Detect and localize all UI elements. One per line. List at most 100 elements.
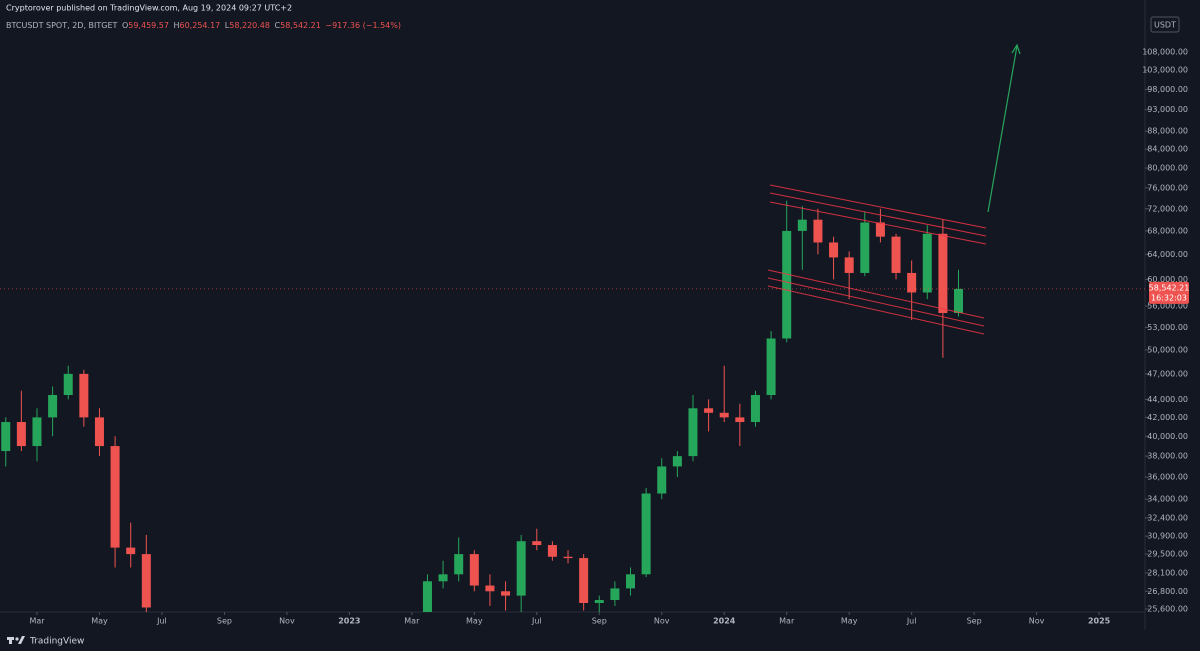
x-tick-label: Jul — [156, 617, 167, 626]
x-tick-label: Jul — [906, 617, 917, 626]
logo-part — [15, 637, 19, 641]
x-tick-label: Nov — [279, 617, 295, 626]
legend-key: H — [174, 21, 180, 30]
legend-value: 58,220.48 — [229, 21, 270, 30]
legend-value: 58,542.21 — [280, 21, 321, 30]
candle-body — [782, 230, 792, 339]
y-tick-label: 34,000.00 — [1147, 495, 1188, 504]
symbol-legend: BTCUSDT SPOT, 2D, BITGET O59,459.57 H60,… — [6, 21, 401, 30]
candle-body — [16, 422, 26, 447]
x-tick-label: Jul — [531, 617, 542, 626]
y-tick-label: 108,000.00 — [1142, 47, 1188, 56]
y-tick-label: 68,000.00 — [1147, 226, 1188, 235]
y-tick-label: 29,500.00 — [1147, 550, 1188, 559]
candle-body — [704, 408, 714, 413]
candle-body — [797, 219, 807, 231]
y-tick-label: 76,000.00 — [1147, 183, 1188, 192]
y-tick-label: 30,900.00 — [1147, 532, 1188, 541]
y-tick-label: 93,000.00 — [1147, 105, 1188, 114]
legend-key: O — [122, 21, 128, 30]
y-tick-label: 38,000.00 — [1147, 452, 1188, 461]
candle-body — [719, 412, 729, 418]
arrow-shaft — [987, 45, 1018, 213]
last-price-box — [1149, 281, 1189, 304]
candle-body — [422, 581, 432, 612]
x-tick-label: Sep — [592, 617, 607, 626]
candle-body — [610, 588, 620, 601]
candle-body — [813, 219, 823, 243]
candle-body — [516, 541, 526, 596]
candle-body — [63, 373, 73, 396]
published-line: Cryptorover published on TradingView.com… — [6, 4, 292, 13]
y-tick-label: 88,000.00 — [1147, 127, 1188, 136]
candle-body — [672, 456, 682, 467]
candle-body — [126, 547, 136, 555]
x-tick-label: May — [91, 617, 108, 626]
x-tick-label: Sep — [967, 617, 982, 626]
y-tick-label: 60,000.00 — [1147, 275, 1188, 284]
y-tick-label: 44,000.00 — [1147, 395, 1188, 404]
x-tick-label: 2025 — [1088, 617, 1111, 626]
x-tick-label: 2024 — [713, 617, 736, 626]
x-tick-label: Mar — [29, 617, 45, 626]
candle-body — [141, 554, 151, 608]
candle-body — [844, 257, 854, 273]
logo-part — [9, 637, 12, 644]
projection-arrow — [987, 43, 1021, 213]
y-tick-label: 50,000.00 — [1147, 345, 1188, 354]
candle-body — [532, 541, 542, 546]
y-tick-label: 80,000.00 — [1147, 164, 1188, 173]
candle-body — [579, 558, 589, 603]
candle-body — [829, 242, 839, 258]
candle-body — [735, 417, 745, 423]
y-tick-label: 36,000.00 — [1147, 473, 1188, 482]
candle-body — [94, 417, 104, 447]
candle-body — [891, 236, 901, 273]
channel-line — [767, 277, 985, 327]
brand: TradingView — [29, 637, 84, 647]
legend-change: −917.36 (−1.54%) — [325, 21, 401, 30]
candle-body — [79, 373, 89, 418]
y-tick-label: 84,000.00 — [1147, 145, 1188, 154]
candle-body — [750, 395, 760, 423]
countdown: 16:32:03 — [1151, 293, 1187, 302]
legend-key: C — [275, 21, 281, 30]
y-tick-label: 28,100.00 — [1147, 568, 1188, 577]
y-tick-label: 32,400.00 — [1147, 513, 1188, 522]
candle-body — [766, 338, 776, 396]
arrow-head — [1011, 43, 1021, 55]
y-tick-label: 103,000.00 — [1142, 66, 1188, 75]
candle-body — [438, 574, 448, 582]
candle-body — [875, 222, 885, 237]
channel-line — [769, 201, 987, 245]
candles — [1, 200, 964, 612]
x-tick-label: Sep — [217, 617, 232, 626]
y-tick-label: 53,000.00 — [1147, 323, 1188, 332]
y-tick-label: 40,000.00 — [1147, 432, 1188, 441]
candle-body — [907, 272, 917, 293]
currency: USDT — [1154, 21, 1176, 30]
candle-body — [547, 545, 557, 557]
x-tick-label: May — [841, 617, 858, 626]
x-tick-label: May — [466, 617, 483, 626]
legend-key: L — [225, 21, 230, 30]
y-tick-label: 64,000.00 — [1147, 250, 1188, 259]
candle-body — [860, 222, 870, 273]
currency-box[interactable] — [1150, 16, 1180, 33]
candle-body — [922, 233, 932, 293]
legend-value: 59,459.57 — [128, 21, 169, 30]
y-tick-label: 25,600.00 — [1147, 604, 1188, 613]
candle-body — [641, 493, 651, 575]
channel-drawing — [767, 184, 987, 335]
channel-line — [769, 184, 987, 229]
x-tick-label: Mar — [404, 617, 420, 626]
x-tick-label: Nov — [1029, 617, 1045, 626]
candle-body — [48, 395, 58, 418]
y-tick-label: 47,000.00 — [1147, 369, 1188, 378]
candle-body — [563, 556, 573, 559]
symbol: BTCUSDT SPOT, 2D, BITGET — [6, 21, 118, 30]
candle-body — [469, 554, 479, 586]
y-tick-label: 72,000.00 — [1147, 204, 1188, 213]
